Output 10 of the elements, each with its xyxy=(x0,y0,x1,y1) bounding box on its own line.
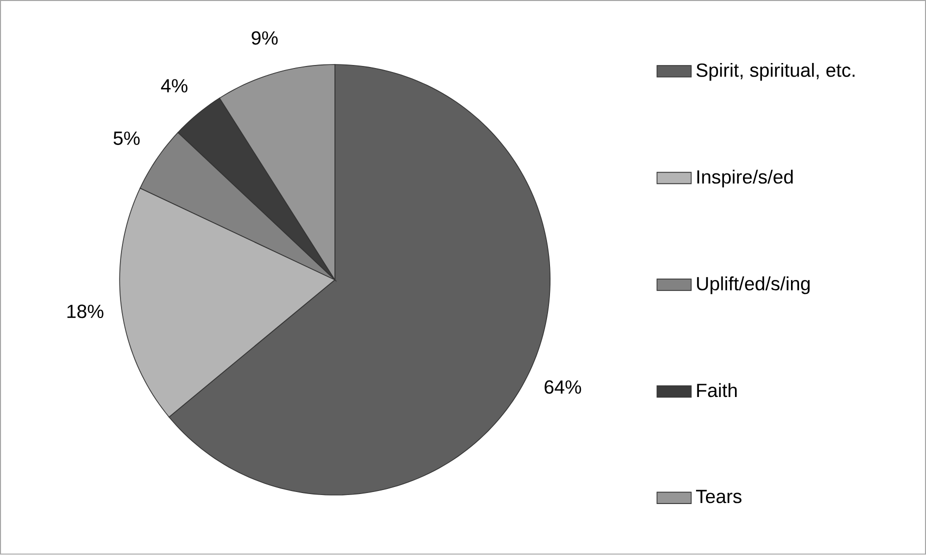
legend-label: Uplift/ed/s/ing xyxy=(697,276,810,294)
legend-label: Faith xyxy=(697,383,737,398)
data-label: 5% xyxy=(114,132,140,146)
legend-label: Spirit, spiritual, etc. xyxy=(696,63,855,81)
data-label: 9% xyxy=(252,31,278,45)
legend-label: Inspire/s/ed xyxy=(697,170,793,188)
data-label: 64% xyxy=(544,380,582,394)
legend-label: Tears xyxy=(696,490,742,504)
data-label: 18% xyxy=(67,304,104,318)
data-label: 4% xyxy=(161,79,188,93)
